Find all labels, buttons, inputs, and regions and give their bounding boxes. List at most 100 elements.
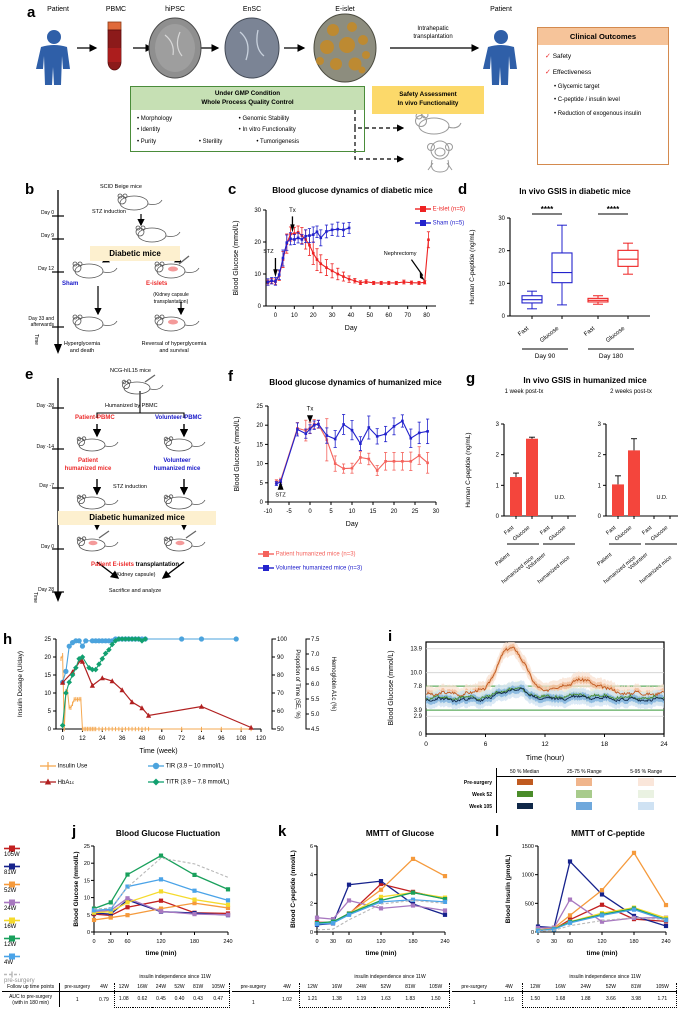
svg-text:Insulin Dosage (U/day): Insulin Dosage (U/day) [17,651,24,717]
svg-text:5: 5 [260,481,264,487]
mouse-icon [415,111,462,135]
panel-j-title: Blood Glucose Fluctuation [115,829,221,838]
k-val-4: 1.19 [349,991,374,1008]
svg-text:Tx: Tx [289,208,296,214]
svg-text:****: **** [607,205,620,214]
panel-c-legend-sham: Sham (n=5) [415,219,464,227]
svg-text:0: 0 [310,930,313,936]
svg-text:Fast: Fast [517,326,530,338]
panel-e-patient-pbmc: Patient-PBMC [75,415,115,421]
svg-text:Nephrectomy: Nephrectomy [384,251,417,257]
j-col-5: 52W [174,984,185,990]
l-col-3: 16W [555,984,566,990]
svg-text:6.5: 6.5 [311,667,320,673]
panel-c-legend-eislet: E-islet (n=5) [415,205,465,213]
svg-text:90: 90 [277,655,284,661]
svg-text:time (min): time (min) [145,950,176,957]
panel-e-transplant-label: Patient E-islets transplantation [90,562,180,568]
svg-text:10.0: 10.0 [410,671,422,677]
l-col-6: 81W [630,984,642,990]
svg-text:2: 2 [598,453,602,459]
panel-b-diabetic-box: Diabetic mice [90,246,180,261]
panel-g-sub-0: 1 week post-tx [504,389,544,395]
flow-label-eislet: E-islet [335,6,355,13]
svg-text:180: 180 [408,939,417,945]
svg-text:180: 180 [629,939,638,945]
shared-legend: 105W 81W 52W 24W 16W 12W 4W pre-surgery [4,845,64,986]
flow-label-ensc: EnSC [242,6,262,13]
svg-text:7.0: 7.0 [311,652,320,658]
svg-text:5: 5 [48,709,52,715]
j-val-1: 0.79 [99,996,109,1003]
svg-text:4.5: 4.5 [311,727,320,733]
panel-e-patient-mice: Patient humanized mice [64,458,112,472]
legend-item-52w: 52W [4,881,64,894]
svg-text:5: 5 [329,509,333,515]
svg-text:STZ: STZ [275,493,286,499]
svg-text:5.0: 5.0 [311,712,320,718]
svg-text:70: 70 [277,691,284,697]
svg-text:1000: 1000 [522,873,534,879]
svg-text:60: 60 [124,939,130,945]
svg-text:0: 0 [48,727,52,733]
k-col-6: 81W [405,984,416,990]
k-val-1: 1.02 [282,996,292,1003]
svg-text:12: 12 [541,741,549,748]
svg-text:Fast: Fast [503,525,515,537]
svg-text:0: 0 [274,313,278,319]
svg-text:Propotion of Time (SE, %): Propotion of Time (SE, %) [294,649,300,718]
l-val-0: 1 [472,1000,476,1006]
svg-text:48: 48 [139,736,146,742]
panel-d-chart: 0 10 20 30 Human C-peptide (ng/mL) Fast Glucos… [458,196,680,360]
j-table-note: insulin independence since 11W [139,974,211,980]
svg-text:Fast: Fast [539,525,551,537]
svg-text:Tx: Tx [307,407,314,413]
svg-text:50: 50 [277,727,284,733]
svg-text:20: 20 [391,509,398,515]
gmp-item-5: • Sterility [198,138,223,145]
l-col-4: 24W [580,984,591,990]
flow-label-patient-2: Patient [490,6,512,13]
panel-e-day--14: Day -14 [36,444,54,450]
panel-e-diabetic-box: Diabetic humanized mice [58,511,216,525]
panel-l-chart: 0 500 1000 1500 0 30 60 120 180 240 time (min) Bloo… [500,836,675,962]
svg-text:15: 15 [256,442,263,448]
svg-text:20: 20 [254,240,261,246]
svg-text:240: 240 [661,939,670,945]
svg-text:0: 0 [258,304,262,310]
gmp-header-2: Whole Process Quality Control [201,98,294,106]
svg-text:12: 12 [79,736,86,742]
legend-item-pre-surgery: pre-surgery [4,971,35,984]
panel-e-stz-label: STZ induction [113,484,147,490]
panel-e-volunteer-pbmc: Volunteer-PBMC [155,415,202,421]
j-val-4: 0.45 [151,991,171,1008]
svg-text:0: 0 [92,939,95,945]
safety-header-1: Safety Assessment [399,91,457,98]
gmp-item-3: • In vitro Functionality [238,127,296,134]
j-col-3: 16W [137,984,148,990]
svg-text:Glucose: Glucose [614,525,633,543]
legend-col-1: 25-75 % Range [552,768,617,777]
svg-text:Fast: Fast [605,525,617,537]
panel-b-sham-label: Sham [62,281,79,287]
panel-e-end-label: Sacrifice and analyze [108,588,162,594]
panel-f-title: Blood glucose dynamics of humanized mice [269,378,442,387]
svg-text:24: 24 [660,741,668,748]
panel-i-label: i [388,628,393,645]
svg-text:20: 20 [256,423,263,429]
panel-i-legend: 50 % Median 25-75 % Range 5-95 % Range P… [436,768,676,813]
svg-text:Blood C-peptide (nmol/L): Blood C-peptide (nmol/L) [290,850,297,928]
svg-text:0: 0 [308,509,312,515]
svg-text:7.5: 7.5 [311,637,320,643]
panel-f-chart: 0 5 10 15 20 25 -10 -5 0 5 10 15 20 25 30 Day Blood Gluc… [228,388,456,538]
l-col-2: 12W [521,983,548,992]
outcome-bullet-0: • Glycemic target [554,84,600,90]
svg-text:72: 72 [178,736,185,742]
svg-text:Day: Day [346,521,359,528]
panel-i-chart: 13.9 10.0 7.8 3.9 2.9 0 0 6 12 18 24 Time (hour) Blo… [382,630,682,762]
k-col-4: 24W [356,984,367,990]
gmp-header-1: Under GMP Condition [214,90,281,97]
svg-text:STZ: STZ [263,249,274,255]
panel-a-label: a [27,4,36,21]
panel-e-top-label: NCG-hIL15 mice [110,368,151,374]
